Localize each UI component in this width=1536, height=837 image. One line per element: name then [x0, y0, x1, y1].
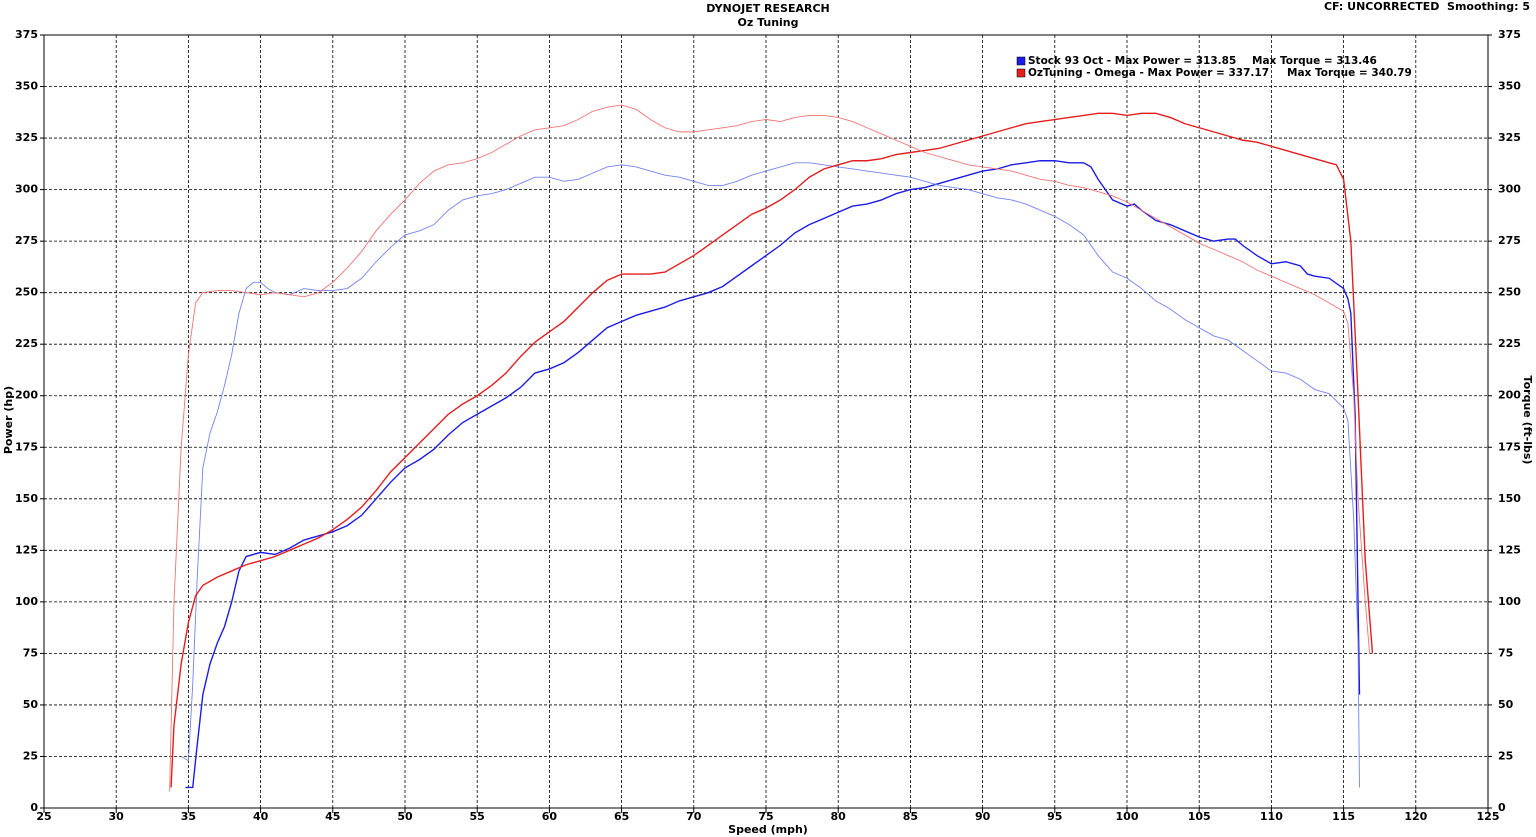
y2-tick-label: 375 — [1498, 28, 1521, 41]
y-tick-label: 200 — [15, 389, 38, 402]
series-line — [180, 162, 1360, 788]
y-tick-label: 325 — [15, 131, 38, 144]
corner-note: CF: UNCORRECTED Smoothing: 5 — [1324, 0, 1530, 13]
legend-label: Max Torque = 340.79 — [1287, 67, 1412, 79]
x-tick-label: 115 — [1332, 810, 1355, 823]
x-tick-label: 65 — [614, 810, 629, 823]
y-tick-label: 275 — [15, 234, 38, 247]
y2-axis-title: Torque (ft-lbs) — [1521, 376, 1534, 465]
x-tick-label: 30 — [109, 810, 125, 823]
y2-tick-label: 25 — [1498, 749, 1513, 762]
x-tick-label: 100 — [1116, 810, 1139, 823]
y2-tick-label: 100 — [1498, 595, 1521, 608]
y-tick-label: 175 — [15, 440, 38, 453]
y-axis-title: Power (hp) — [2, 386, 15, 454]
legend-swatch — [1016, 56, 1026, 66]
y2-tick-label: 125 — [1498, 543, 1521, 556]
x-tick-label: 120 — [1404, 810, 1427, 823]
y-tick-label: 250 — [15, 286, 38, 299]
y-tick-label: 375 — [15, 28, 38, 41]
y2-tick-label: 75 — [1498, 646, 1513, 659]
y2-tick-label: 300 — [1498, 183, 1521, 196]
x-tick-label: 110 — [1260, 810, 1283, 823]
x-tick-label: 105 — [1188, 810, 1211, 823]
x-tick-label: 90 — [975, 810, 991, 823]
legend-swatch — [1016, 68, 1026, 78]
y-tick-label: 300 — [15, 183, 38, 196]
x-tick-label: 60 — [542, 810, 558, 823]
y2-tick-label: 175 — [1498, 440, 1521, 453]
y2-tick-label: 275 — [1498, 234, 1521, 247]
y2-tick-label: 325 — [1498, 131, 1521, 144]
series-line — [185, 160, 1361, 789]
x-tick-label: 35 — [181, 810, 196, 823]
y2-tick-label: 150 — [1498, 492, 1521, 505]
y-tick-label: 100 — [15, 595, 38, 608]
x-tick-label: 80 — [831, 810, 847, 823]
y-tick-label: 75 — [23, 646, 38, 659]
y-tick-label: 150 — [15, 492, 38, 505]
x-tick-label: 95 — [1047, 810, 1062, 823]
legend-label: Stock 93 Oct - Max Power = 313.85 — [1028, 55, 1236, 67]
legend-label: Max Torque = 313.46 — [1252, 55, 1377, 67]
series-line — [170, 112, 1374, 788]
y2-tick-label: 200 — [1498, 389, 1521, 402]
y-tick-label: 225 — [15, 337, 38, 350]
y-tick-label: 350 — [15, 80, 38, 93]
x-tick-label: 25 — [36, 810, 51, 823]
x-tick-label: 85 — [903, 810, 918, 823]
y2-tick-label: 250 — [1498, 286, 1521, 299]
x-axis-title: Speed (mph) — [728, 823, 808, 836]
y-tick-label: 25 — [23, 749, 38, 762]
x-tick-label: 45 — [325, 810, 340, 823]
x-tick-label: 75 — [758, 810, 773, 823]
y-tick-label: 0 — [30, 801, 38, 814]
y2-tick-label: 50 — [1498, 698, 1514, 711]
x-tick-label: 55 — [470, 810, 485, 823]
x-tick-label: 40 — [253, 810, 269, 823]
chart-subtitle: Oz Tuning — [737, 16, 798, 29]
x-tick-label: 50 — [397, 810, 413, 823]
y-tick-label: 50 — [23, 698, 39, 711]
legend-label: OzTuning - Omega - Max Power = 337.17 — [1028, 67, 1269, 79]
y2-tick-label: 350 — [1498, 80, 1521, 93]
chart-title: DYNOJET RESEARCH — [706, 2, 829, 15]
y-tick-label: 125 — [15, 543, 38, 556]
y2-tick-label: 225 — [1498, 337, 1521, 350]
y2-tick-label: 0 — [1498, 801, 1506, 814]
x-tick-label: 125 — [1477, 810, 1500, 823]
x-tick-label: 70 — [686, 810, 702, 823]
series-line — [169, 104, 1371, 792]
